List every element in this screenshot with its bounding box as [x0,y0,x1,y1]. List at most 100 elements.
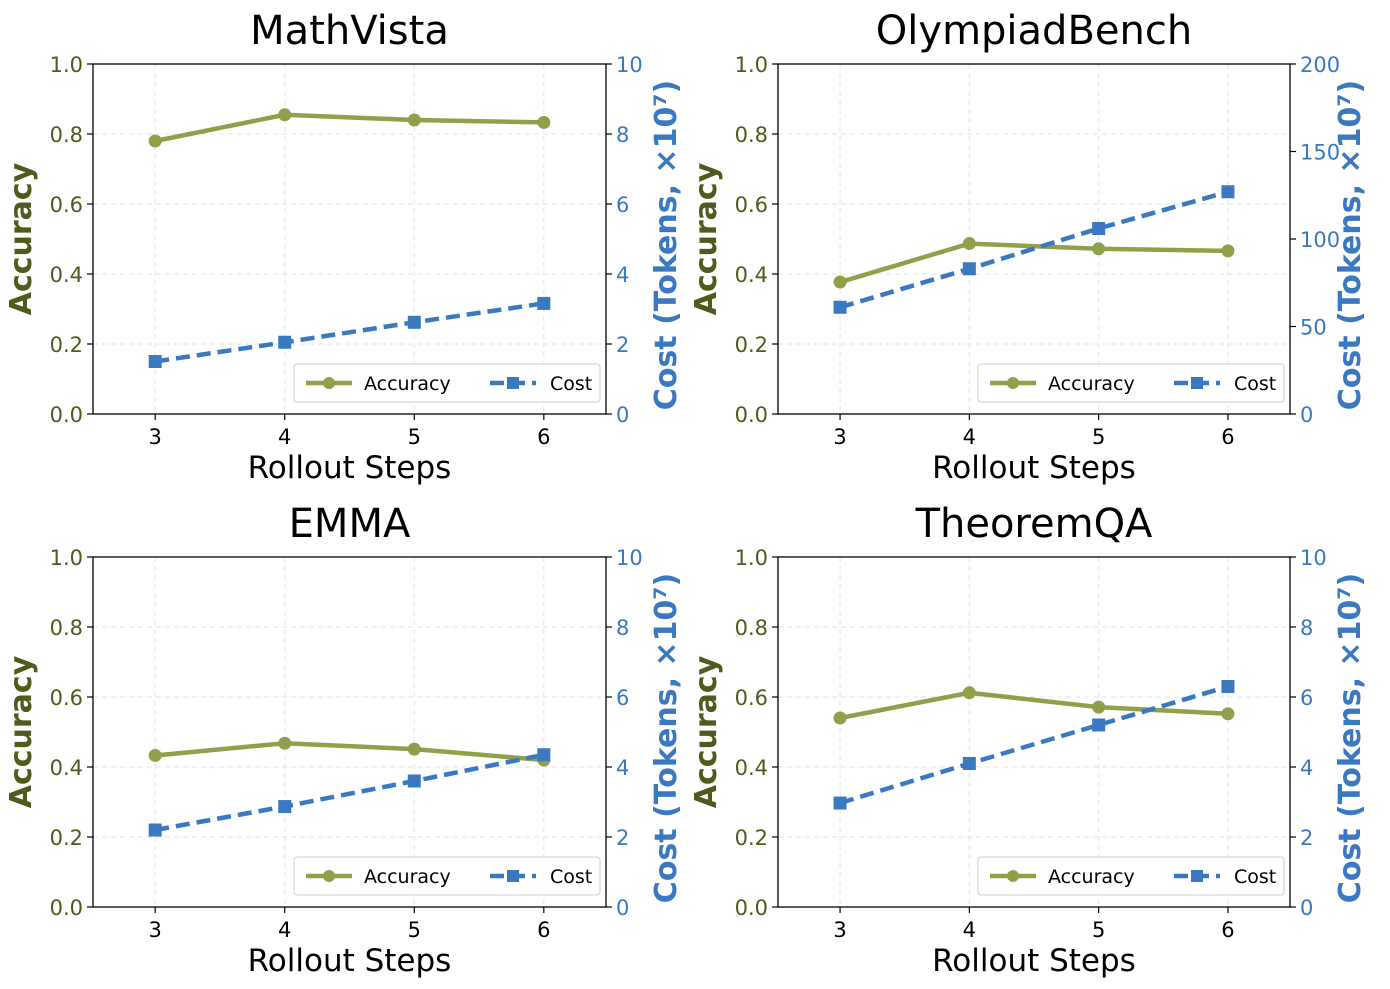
legend: Accuracy Cost [293,363,601,403]
grid [778,556,1290,908]
y-tick-label: 0.6 [50,686,83,710]
legend-cost-label: Cost [1234,866,1276,888]
cost-point [537,296,551,310]
plot-frame [92,556,607,908]
series-cost [148,748,551,837]
y2-tick-label: 2 [616,333,629,357]
y2-tick-label: 200 [1300,53,1340,77]
chart-panel-2: 0.0 0.2 0.4 0.6 0.8 1.0 0 2 4 6 8 10 3 4 5 6 EMMA Rollout… [4,501,684,979]
y2-tick-label: 10 [616,546,643,570]
y2-tick-label: 6 [616,193,629,217]
x-tick-label: 3 [148,425,161,449]
accuracy-point [278,736,292,750]
series-cost [833,680,1235,810]
series-accuracy [833,237,1235,289]
legend-accuracy-marker [1007,377,1019,389]
accuracy-point [962,686,976,700]
x-axis-label: Rollout Steps [248,450,452,486]
y2-tick-label: 0 [616,403,629,427]
legend-accuracy-marker [323,870,335,882]
y-tick-label: 0.0 [50,896,83,920]
y-axis-label: Accuracy [689,162,724,315]
cost-point [537,748,551,762]
legend-box [977,363,1285,403]
y2-tick-label: 0 [1300,896,1313,920]
accuracy-point [833,275,847,289]
accuracy-point [962,237,976,251]
cost-point [407,774,421,788]
plot-frame [777,556,1291,908]
series-line-accuracy [839,690,1229,721]
series-cost [833,185,1235,314]
y2-axis-label: Cost (Tokens, ×10⁷) [1333,80,1368,410]
x-tick-label: 6 [1221,918,1234,942]
chart-title: MathVista [250,8,449,54]
series-cost [148,296,551,368]
x-tick-label: 4 [963,425,976,449]
legend-cost-marker [1191,870,1203,882]
y-axis-label: Accuracy [689,655,724,808]
series-accuracy [148,108,551,148]
chart-panel-3: 0.0 0.2 0.4 0.6 0.8 1.0 0 2 4 6 8 10 3 4 5 6 TheoremQA Ro… [689,501,1368,979]
legend-box [977,856,1285,896]
legend: Accuracy Cost [977,363,1285,403]
series-accuracy [833,686,1235,725]
cost-point [148,355,162,368]
legend-accuracy-label: Accuracy [364,373,451,395]
y-tick-label: 1.0 [735,546,768,570]
cost-point [1221,680,1235,693]
legend-box [293,856,601,896]
y2-tick-label: 50 [1300,316,1327,340]
x-tick-label: 6 [537,918,550,942]
y2-tick-label: 0 [1300,403,1313,427]
x-tick-label: 4 [278,425,291,449]
y2-axis-label: Cost (Tokens, ×10⁷) [649,80,684,410]
y2-tick-label: 4 [616,756,629,780]
y-axis-label: Accuracy [4,655,39,808]
y-axis-label: Accuracy [4,162,39,315]
cost-point [278,800,292,814]
x-tick-label: 3 [833,425,846,449]
y-tick-label: 1.0 [50,53,83,77]
legend-accuracy-label: Accuracy [1048,866,1135,888]
x-axis-label: Rollout Steps [932,943,1136,979]
series-line-accuracy [154,112,544,144]
cost-point [962,757,976,770]
x-axis-label: Rollout Steps [932,450,1136,486]
y-tick-label: 0.6 [50,193,83,217]
y2-tick-label: 4 [1300,756,1313,780]
cost-point [148,823,162,837]
legend-cost-marker [507,377,519,389]
x-tick-label: 3 [148,918,161,942]
y-tick-label: 0.0 [735,403,768,427]
y2-tick-label: 2 [1300,826,1313,850]
grid [778,63,1290,415]
x-tick-label: 5 [408,425,421,449]
y2-tick-label: 10 [1300,546,1327,570]
y-tick-label: 0.2 [735,333,768,357]
legend-cost-marker [1191,377,1203,389]
cost-point [833,300,847,314]
legend-accuracy-label: Accuracy [364,866,451,888]
y-tick-label: 0.4 [735,263,768,287]
y2-axis-label: Cost (Tokens, ×10⁷) [1333,573,1368,903]
y-tick-label: 0.4 [735,756,768,780]
accuracy-point [1092,700,1106,714]
x-tick-label: 6 [537,425,550,449]
y-tick-label: 0.0 [735,896,768,920]
chart-panel-0: 0.0 0.2 0.4 0.6 0.8 1.0 0 2 4 6 8 10 3 4 5 6 MathVista Ro… [4,8,684,486]
legend-cost-marker [507,870,519,882]
series-line-cost [839,189,1229,310]
legend: Accuracy Cost [293,856,601,896]
y-tick-label: 0.8 [735,123,768,147]
accuracy-point [407,742,421,756]
legend-cost-label: Cost [1234,373,1276,395]
y2-tick-label: 0 [616,896,629,920]
plot-frame [777,63,1291,415]
x-tick-label: 5 [408,918,421,942]
accuracy-point [833,711,847,725]
y-tick-label: 0.8 [50,123,83,147]
y-tick-label: 0.8 [50,616,83,640]
series-line-accuracy [839,241,1228,285]
